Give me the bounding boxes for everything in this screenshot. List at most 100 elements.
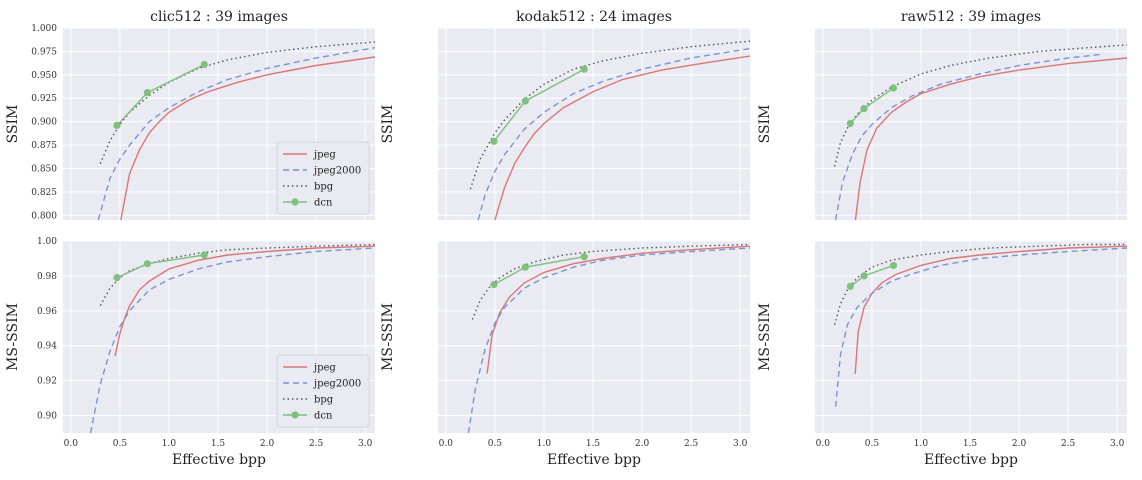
legend-label-bpg: bpg xyxy=(314,395,334,406)
x-tick-label: 0.5 xyxy=(113,439,128,449)
series-group xyxy=(97,41,375,220)
series-line-jpeg xyxy=(486,245,750,374)
x-tick-label: 0.5 xyxy=(865,439,880,449)
series-line-jpeg2000 xyxy=(477,47,750,220)
y-tick-label: 0.850 xyxy=(31,164,57,174)
series-line-jpeg xyxy=(494,55,750,220)
y-tick-label: 0.98 xyxy=(37,272,57,282)
data-point-dcn xyxy=(143,260,151,268)
series-line-jpeg2000 xyxy=(467,247,750,433)
panel-2: raw512 : 39 images SSIM xyxy=(757,9,1127,220)
x-tick-label: 1.0 xyxy=(914,439,929,449)
x-tick-label: 1.0 xyxy=(162,439,177,449)
series-line-bpg xyxy=(833,243,1127,325)
y-tick-label: 1.00 xyxy=(37,237,57,247)
y-axis-label: SSIM xyxy=(757,105,773,144)
x-tick-label: 0.0 xyxy=(64,439,79,449)
legend: jpeg jpeg2000 bpg dcn xyxy=(276,354,370,428)
panel-title: raw512 : 39 images xyxy=(901,9,1041,25)
x-tick-label: 2.5 xyxy=(1061,439,1076,449)
legend-label-jpeg2000: jpeg2000 xyxy=(313,379,361,390)
series-line-bpg xyxy=(469,40,750,190)
legend-box xyxy=(276,141,370,215)
data-point-dcn xyxy=(113,274,121,282)
y-tick-label: 1.000 xyxy=(31,24,57,34)
series-line-bpg xyxy=(833,44,1127,167)
legend-label-bpg: bpg xyxy=(314,182,334,193)
data-point-dcn xyxy=(860,104,868,113)
x-axis-label: Effective bpp xyxy=(172,452,266,468)
data-point-dcn xyxy=(580,65,588,73)
data-point-dcn xyxy=(846,119,854,128)
series-line-bpg xyxy=(471,243,750,320)
plot-area xyxy=(438,28,750,220)
series-group xyxy=(833,243,1127,407)
legend-box xyxy=(276,354,370,428)
legend-label-jpeg: jpeg xyxy=(313,150,336,161)
series-line-jpeg2000 xyxy=(834,247,1127,407)
data-point-dcn xyxy=(490,137,498,145)
data-point-dcn xyxy=(889,84,898,92)
plot-area xyxy=(815,28,1127,220)
data-point-dcn xyxy=(521,97,529,105)
y-tick-label: 0.900 xyxy=(31,118,57,128)
legend-marker-dcn xyxy=(291,198,299,206)
plot-area xyxy=(815,241,1127,433)
legend-marker-dcn xyxy=(291,411,299,419)
series-line-jpeg xyxy=(854,57,1127,220)
y-tick-label: 0.950 xyxy=(31,71,57,81)
x-tick-label: 0.0 xyxy=(439,439,454,449)
plot-area xyxy=(438,241,750,433)
x-tick-label: 2.5 xyxy=(684,439,699,449)
data-point-dcn xyxy=(143,89,151,97)
y-tick-label: 0.800 xyxy=(31,211,57,221)
legend: jpeg jpeg2000 bpg dcn xyxy=(276,141,370,215)
panel-title: clic512 : 39 images xyxy=(150,9,288,25)
y-tick-label: 0.925 xyxy=(31,94,57,104)
x-tick-label: 1.0 xyxy=(537,439,552,449)
y-tick-label: 0.875 xyxy=(31,141,57,151)
data-point-dcn xyxy=(521,263,529,271)
x-tick-label: 1.5 xyxy=(211,439,226,449)
y-tick-label: 0.92 xyxy=(37,377,57,387)
panel-5: MS-SSIM 0.0 0.5 1.0 1.5 2.0 2.5 3.0 Effective bp… xyxy=(757,240,1127,468)
y-tick-label: 0.94 xyxy=(37,342,57,352)
data-point-dcn xyxy=(200,60,208,69)
y-axis-label: MS-SSIM xyxy=(5,303,21,371)
y-axis-label: MS-SSIM xyxy=(380,303,396,371)
legend-label-jpeg: jpeg xyxy=(313,363,336,374)
x-tick-label: 2.0 xyxy=(1012,439,1027,449)
x-tick-label: 1.5 xyxy=(586,439,601,449)
y-tick-label: 0.96 xyxy=(37,307,57,317)
data-point-dcn xyxy=(200,251,208,259)
x-tick-label: 2.0 xyxy=(635,439,650,449)
data-point-dcn xyxy=(490,281,498,289)
series-line-bpg xyxy=(99,243,375,306)
series-group xyxy=(467,243,750,433)
panel-title: kodak512 : 24 images xyxy=(516,9,672,25)
series-line-jpeg xyxy=(120,56,375,220)
series-group xyxy=(833,44,1127,220)
data-point-dcn xyxy=(846,282,854,290)
series-line-jpeg xyxy=(854,245,1127,374)
x-axis-label: Effective bpp xyxy=(924,452,1018,468)
x-tick-label: 3.0 xyxy=(733,439,748,449)
x-tick-label: 3.0 xyxy=(358,439,373,449)
x-tick-label: 3.0 xyxy=(1110,439,1125,449)
panel-3: MS-SSIM 0.90 0.92 0.94 0.96 0.98 1.00 0.0 0.5 1.0… xyxy=(5,237,375,468)
panel-0: clic512 : 39 images SSIM 0.800 0.825 0.850 0.… xyxy=(5,9,375,221)
series-line-jpeg xyxy=(114,245,375,357)
x-tick-label: 0.0 xyxy=(816,439,831,449)
y-tick-label: 0.975 xyxy=(31,47,57,57)
data-point-dcn xyxy=(889,261,898,270)
x-tick-label: 1.5 xyxy=(963,439,978,449)
series-group xyxy=(469,40,750,220)
series-group xyxy=(89,243,375,433)
y-axis-label: SSIM xyxy=(5,105,21,144)
x-axis-label: Effective bpp xyxy=(547,452,641,468)
y-axis-label: MS-SSIM xyxy=(757,303,773,371)
legend-label-dcn: dcn xyxy=(314,411,333,422)
legend-label-dcn: dcn xyxy=(314,198,333,209)
y-tick-label: 0.825 xyxy=(31,188,57,198)
